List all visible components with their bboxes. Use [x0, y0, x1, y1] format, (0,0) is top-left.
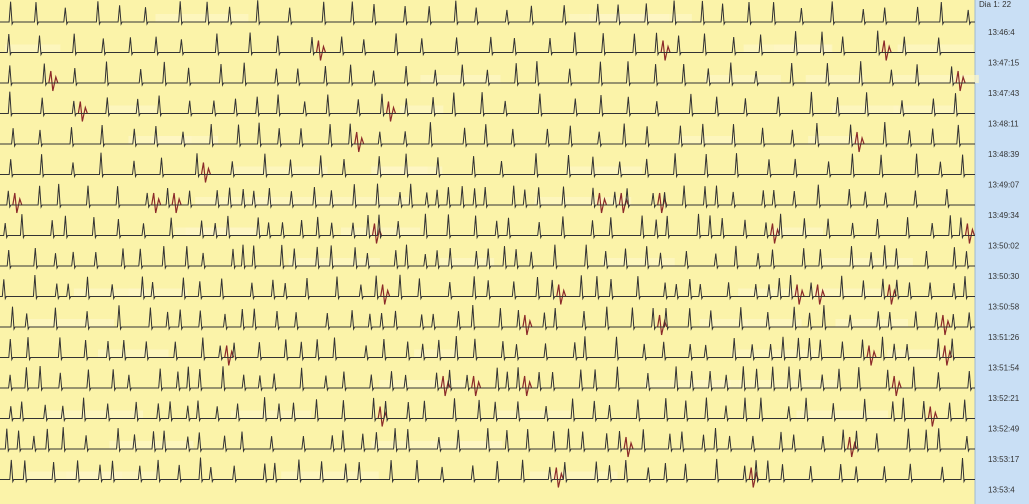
time-label: 13:53:4 — [988, 486, 1015, 495]
trace-band — [231, 167, 327, 175]
trace-band — [24, 472, 123, 480]
trace-band — [822, 258, 913, 266]
time-label: 13:47:15 — [988, 59, 1020, 68]
trace-band — [281, 472, 379, 480]
trace-band — [28, 319, 114, 327]
time-label: 13:51:54 — [988, 364, 1020, 373]
trace-band — [898, 45, 973, 53]
trace-band — [108, 106, 157, 114]
trace-band — [603, 258, 675, 266]
trace-band — [400, 106, 443, 114]
trace-band — [129, 289, 188, 297]
trace-band — [731, 350, 818, 358]
trace-band — [705, 75, 781, 83]
time-label: 13:53:17 — [988, 455, 1020, 464]
time-label: 13:50:30 — [988, 272, 1020, 281]
time-label: 13:51:26 — [988, 333, 1020, 342]
trace-band — [700, 319, 748, 327]
trace-band — [440, 258, 494, 266]
trace-band — [414, 350, 458, 358]
trace-band — [806, 75, 864, 83]
time-label: 13:52:21 — [988, 394, 1020, 403]
trace-band — [612, 14, 692, 22]
ecg-view: Dia 1: 22 13:46:4 13:47:15 13:47:43 13:48:1… — [0, 0, 1029, 504]
time-label: 13:50:02 — [988, 242, 1020, 251]
trace-band — [195, 197, 273, 205]
trace-band — [678, 136, 736, 144]
trace-band — [738, 289, 799, 297]
time-label: 13:46:4 — [988, 28, 1015, 37]
trace-band — [887, 350, 947, 358]
trace-band — [566, 167, 642, 175]
trace-band — [109, 441, 193, 449]
trace-band — [796, 411, 888, 419]
trace-band — [535, 197, 632, 205]
time-label: 13:48:39 — [988, 150, 1020, 159]
trace-band — [155, 14, 248, 22]
trace-band — [44, 411, 143, 419]
holter-screen: Dia 1: 22 13:46:4 13:47:15 13:47:43 13:48:1… — [0, 0, 1029, 504]
trace-band — [231, 411, 312, 419]
time-label: 13:52:49 — [988, 425, 1020, 434]
trace-band — [5, 45, 60, 53]
trace-band — [892, 75, 979, 83]
time-label: 13:48:11 — [988, 120, 1019, 129]
trace-band — [530, 472, 618, 480]
trace-band — [496, 411, 570, 419]
trace-band — [835, 319, 908, 327]
day-header: Dia 1: 22 — [979, 0, 1012, 9]
time-label: 13:50:58 — [988, 303, 1020, 312]
time-label: 13:49:07 — [988, 181, 1020, 190]
time-label: 13:47:43 — [988, 89, 1020, 98]
time-label: 13:49:34 — [988, 211, 1020, 220]
